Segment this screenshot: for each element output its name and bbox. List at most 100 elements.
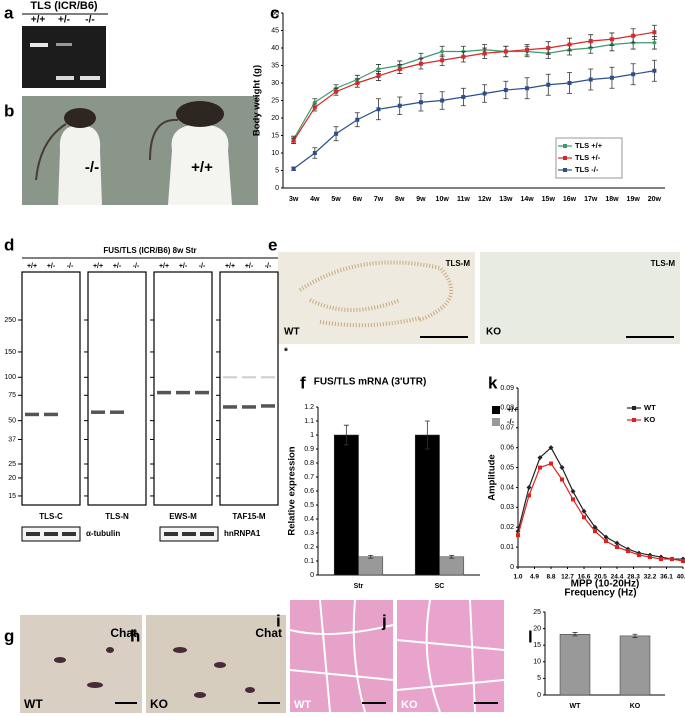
x-tick-label: 32.2 (644, 574, 657, 581)
marker (593, 529, 597, 534)
x-tick-label: 7w (374, 196, 384, 203)
panel-label: d (4, 235, 14, 254)
series-line (293, 70, 655, 170)
lane-label: +/+ (225, 263, 235, 270)
blot-name: EWS-M (169, 512, 197, 521)
x-tick-label: 24.4 (611, 574, 624, 581)
marker (549, 461, 553, 466)
marker (588, 77, 593, 82)
marker (439, 49, 445, 54)
genotype-label: KO (401, 699, 418, 711)
marker (397, 67, 402, 71)
lane-label: -/- (85, 15, 94, 26)
marker (312, 151, 317, 155)
x-tick-label: 16w (563, 196, 577, 203)
ihc-image (278, 252, 475, 344)
neurons (54, 647, 255, 698)
series-line (293, 42, 655, 140)
gel-band (80, 76, 100, 80)
x-tick-label: KO (630, 703, 641, 710)
x-tick-label: 6w (353, 196, 363, 203)
x-tick-label: 12w (478, 196, 492, 203)
blot-band (200, 532, 214, 536)
blot (21, 271, 81, 506)
mouse-label: -/- (85, 159, 99, 176)
x-tick-label: 14w (520, 196, 534, 203)
marker (334, 89, 339, 94)
y-tick-label: 10 (533, 659, 541, 666)
legend-label: WT (644, 403, 656, 412)
blot-band (182, 532, 196, 536)
blot (153, 271, 213, 506)
mouse (176, 101, 224, 127)
genotype-label: WT (24, 697, 43, 711)
lane-label: -/- (67, 263, 74, 270)
legend-label: TLS -/- (575, 165, 599, 174)
x-tick-label: 3w (289, 196, 299, 203)
error-bar (632, 633, 638, 638)
marker (291, 166, 296, 171)
x-tick-label: 18w (605, 196, 619, 203)
lane-label: -/- (265, 263, 272, 270)
gel-title: TLS (ICR/B6) (30, 0, 98, 12)
legend-label: -/- (507, 417, 515, 426)
y-tick-label: 0.3 (304, 530, 314, 537)
legend-marker (632, 406, 636, 410)
blot-name: TAF15-M (232, 512, 266, 521)
x-tick-label: 16.6 (578, 574, 591, 581)
marker (461, 54, 466, 59)
blot (219, 271, 279, 506)
marker (609, 75, 614, 80)
legend-label: TLS +/+ (575, 141, 603, 150)
x-tick-label: 15w (542, 196, 556, 203)
y-tick-label: 15 (533, 642, 541, 649)
genotype-label: WT (284, 327, 300, 338)
y-tick-label: 1 (310, 432, 314, 439)
tail (35, 123, 67, 181)
blot-band (261, 376, 275, 379)
marker (548, 445, 554, 451)
marker (652, 68, 657, 73)
genotype-label: KO (486, 327, 501, 338)
marker (567, 81, 572, 85)
x-tick-label: SC (435, 583, 445, 590)
y-tick-label: 0.07 (500, 425, 514, 432)
blot-name: TLS-C (39, 512, 63, 521)
blot-band (223, 376, 237, 379)
y-axis-label: Body weight (g) (252, 65, 263, 136)
legend-swatch (492, 406, 500, 414)
y-tick-label: 20 (533, 625, 541, 632)
marker (570, 488, 576, 494)
mw-label: 150 (4, 349, 16, 356)
marker (503, 49, 508, 54)
y-tick-label: 10 (271, 150, 279, 157)
marker (615, 545, 619, 550)
mw-label: 100 (4, 374, 16, 381)
mw-label: 50 (8, 417, 16, 424)
gel-band (56, 43, 72, 46)
asterisk: * (284, 347, 288, 358)
marker (538, 465, 542, 470)
marker (312, 105, 317, 110)
genotype-label: WT (294, 699, 311, 711)
lane-label: +/- (113, 263, 122, 270)
x-tick-label: 8.8 (546, 574, 555, 581)
y-tick-label: 0.4 (304, 516, 314, 523)
panel-label: c (270, 3, 279, 22)
marker (681, 559, 685, 564)
x-axis-label: Frequency (Hz) (564, 588, 636, 599)
y-tick-label: 35 (271, 62, 279, 69)
mouse-label: +/+ (191, 159, 213, 176)
blot-band (25, 412, 39, 417)
jar (168, 124, 232, 205)
marker (291, 138, 296, 143)
marker (526, 484, 532, 490)
bar (414, 434, 440, 576)
mw-label: 15 (8, 493, 16, 500)
chart-title: FUS/TLS mRNA (3'UTR) (314, 377, 427, 388)
y-tick-label: 20 (271, 115, 279, 122)
y-axis-label: Relative expression (287, 446, 298, 535)
marker (631, 33, 636, 38)
marker (482, 51, 487, 56)
y-tick-label: 25 (533, 609, 541, 616)
